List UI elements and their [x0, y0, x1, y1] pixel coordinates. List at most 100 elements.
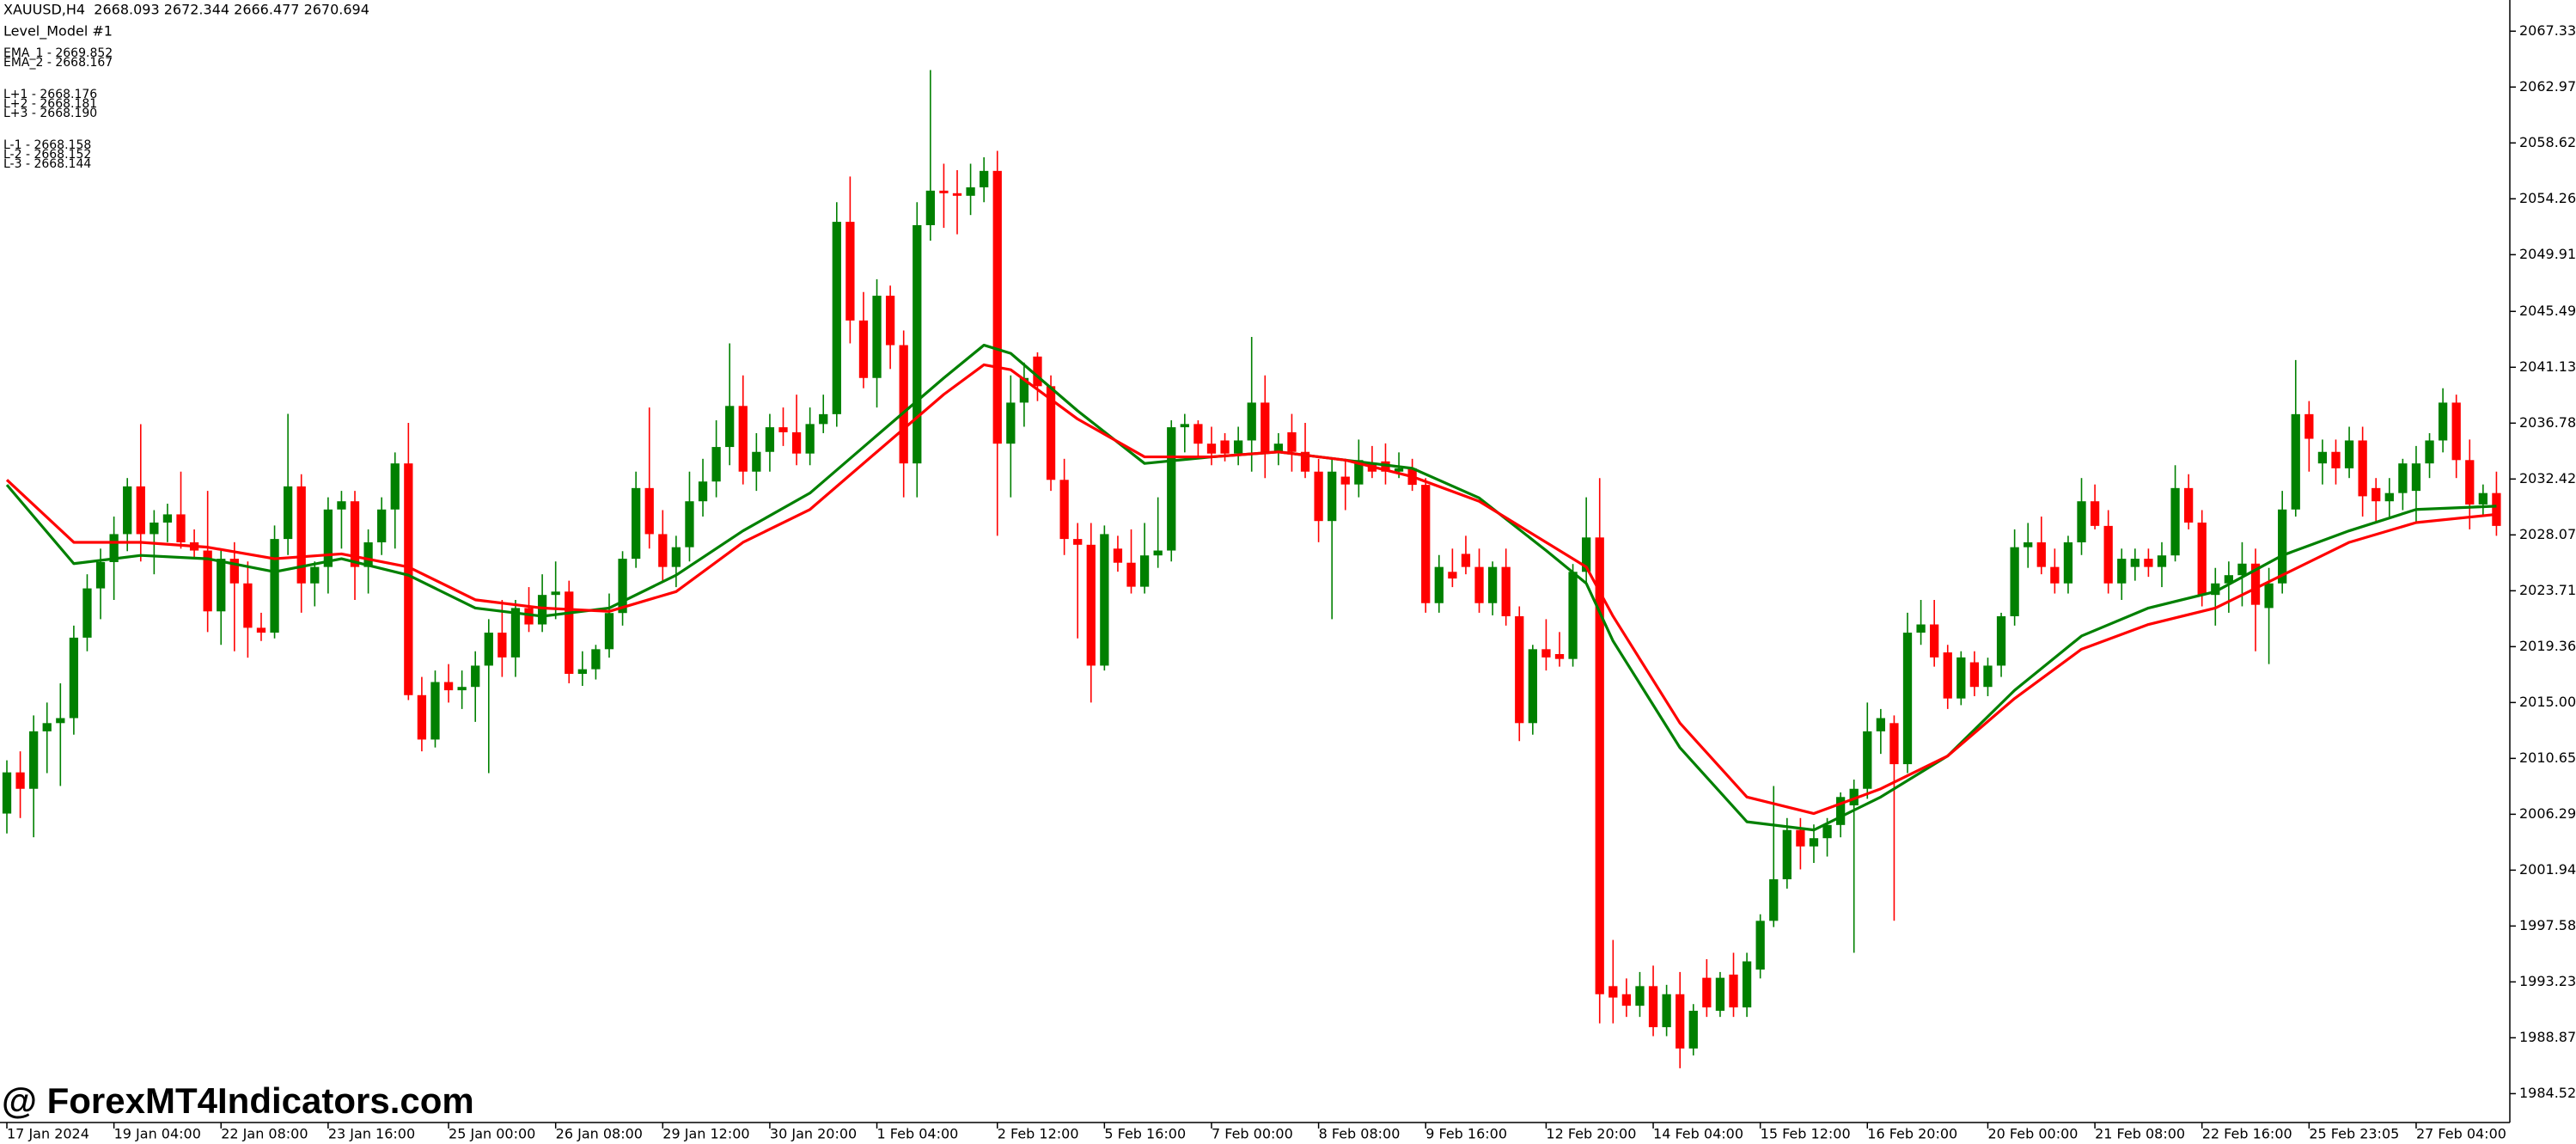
candle-body — [1996, 615, 2006, 666]
x-tick-label: 25 Jan 00:00 — [449, 1126, 535, 1142]
candle-body — [1220, 440, 1230, 454]
candle-body — [591, 649, 601, 670]
candle-body — [2372, 487, 2381, 502]
y-tick-label: 2041.135 — [2519, 358, 2576, 375]
y-tick-label: 2015.005 — [2519, 694, 2576, 710]
candle-body — [1033, 356, 1042, 387]
candle-body — [256, 627, 266, 633]
candle-body — [2278, 509, 2287, 584]
candle-body — [1676, 994, 1685, 1049]
candle-body — [2291, 413, 2300, 510]
candle-body — [243, 583, 253, 628]
x-tick-label: 26 Jan 08:00 — [556, 1126, 643, 1142]
y-tick-label: 2006.295 — [2519, 805, 2576, 822]
candle-body — [1126, 562, 1136, 587]
candle-body — [765, 427, 775, 452]
info-line: L+3 - 2668.190 — [3, 107, 97, 120]
candle-body — [832, 222, 841, 414]
candle-body — [150, 522, 159, 535]
candle-body — [1729, 974, 1738, 1008]
candle-body — [1394, 468, 1404, 472]
candle-body — [1180, 424, 1189, 428]
candle-body — [1381, 461, 1390, 472]
candle-body — [1595, 537, 1604, 994]
candle-body — [805, 424, 815, 454]
candle-body — [2331, 451, 2341, 468]
candle-body — [524, 608, 534, 625]
candle-body — [471, 665, 480, 688]
candle-body — [1662, 994, 1671, 1028]
candle-body — [845, 222, 855, 321]
candle-body — [1755, 921, 1765, 970]
candle-body — [939, 190, 949, 193]
info-line: EMA_1 - 2669.852 — [3, 46, 113, 60]
x-tick-label: 9 Feb 16:00 — [1425, 1126, 1507, 1142]
candle-body — [484, 633, 493, 666]
candle-body — [992, 170, 1002, 444]
candle-body — [1943, 652, 1952, 699]
candle-body — [1206, 444, 1217, 454]
info-line: EMA_2 - 2668.167 — [3, 56, 113, 70]
x-tick-label: 29 Jan 12:00 — [662, 1126, 749, 1142]
info-line: L+1 - 2668.176 — [3, 88, 97, 101]
candle-body — [1461, 554, 1471, 567]
candle-body — [283, 486, 293, 540]
info-line: L-3 - 2668.144 — [3, 157, 91, 171]
candle-body — [1769, 878, 1779, 921]
x-tick-label: 2 Feb 12:00 — [998, 1126, 1079, 1142]
candle-body — [2157, 555, 2167, 567]
candle-body — [69, 637, 79, 719]
info-line: L-1 - 2668.158 — [3, 138, 91, 152]
candle-body — [858, 320, 869, 378]
x-tick-label: 8 Feb 08:00 — [1319, 1126, 1401, 1142]
candle-body — [1515, 615, 1524, 724]
candle-body — [109, 534, 119, 562]
candle-body — [2211, 583, 2220, 596]
candle-body — [443, 682, 454, 691]
candle-body — [2492, 492, 2501, 526]
candle-body — [2358, 440, 2367, 497]
candle-body — [1863, 731, 1872, 789]
candle-body — [2398, 463, 2408, 493]
candle-body — [899, 345, 908, 464]
candle-body — [1742, 961, 1752, 1008]
y-tick-label: 2049.910 — [2519, 246, 2576, 262]
info-line: L-2 - 2668.152 — [3, 148, 91, 162]
candle-body — [310, 566, 320, 584]
candle-body — [819, 413, 828, 425]
candle-body — [2050, 566, 2060, 584]
candle-body — [1822, 824, 1832, 839]
y-tick-label: 1997.585 — [2519, 917, 2576, 933]
candle-body — [1314, 471, 1323, 522]
candle-body — [1635, 986, 1645, 1006]
candle-body — [2384, 492, 2394, 502]
candle-body — [56, 718, 65, 724]
candle-body — [162, 514, 173, 523]
candle-body — [296, 486, 306, 584]
candle-body — [377, 509, 387, 542]
candle-body — [42, 723, 52, 731]
candle-body — [1835, 797, 1846, 825]
candle-body — [632, 487, 641, 560]
candle-body — [1608, 986, 1618, 998]
y-tick-label: 2054.265 — [2519, 190, 2576, 206]
x-tick-label: 27 Feb 04:00 — [2416, 1126, 2506, 1142]
candle-body — [1139, 555, 1150, 587]
candle-body — [1300, 451, 1310, 472]
candle-body — [1796, 829, 1805, 847]
candle-body — [913, 224, 922, 464]
candle-body — [1528, 649, 1537, 724]
candle-body — [2103, 525, 2113, 584]
candle-body — [2183, 487, 2194, 523]
x-tick-label: 12 Feb 20:00 — [1546, 1126, 1636, 1142]
candle-body — [337, 501, 346, 510]
candle-body — [1100, 534, 1109, 666]
candle-body — [2170, 487, 2180, 556]
candle-body — [778, 427, 788, 432]
candle-body — [952, 193, 962, 196]
candle-body — [1715, 977, 1725, 1011]
candle-body — [671, 547, 681, 567]
candle-body — [1273, 444, 1284, 452]
candle-body — [1006, 402, 1016, 444]
candle-body — [1261, 402, 1270, 452]
